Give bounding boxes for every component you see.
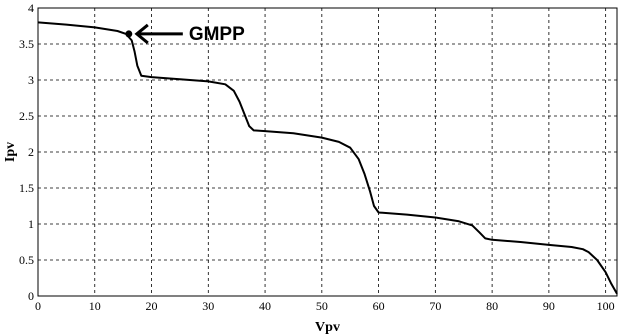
- y-tick-label: 3.5: [19, 37, 34, 51]
- y-tick-label: 0.5: [19, 253, 34, 267]
- y-tick-label: 2: [28, 145, 34, 159]
- y-tick-label: 2.5: [19, 109, 34, 123]
- y-tick-label: 1.5: [19, 181, 34, 195]
- gmpp-annotation-label: GMPP: [189, 24, 245, 45]
- iv-curve-line: [37, 21, 618, 295]
- y-tick-label: 1: [28, 217, 34, 231]
- y-tick-label: 3: [28, 73, 34, 87]
- x-tick-label: 50: [316, 299, 328, 313]
- x-tick-label: 10: [89, 299, 101, 313]
- x-tick-label: 20: [146, 299, 158, 313]
- x-axis-label: Vpv: [315, 320, 340, 334]
- x-tick-label: 70: [429, 299, 441, 313]
- y-tick-label: 0: [28, 289, 34, 303]
- x-tick-label: 100: [597, 299, 615, 313]
- x-tick-label: 60: [373, 299, 385, 313]
- plot-frame: [37, 7, 618, 297]
- gmpp-arrow: [134, 23, 183, 45]
- x-tick-label: 0: [35, 299, 41, 313]
- x-tick-label: 80: [486, 299, 498, 313]
- gmpp-point-marker: [125, 30, 133, 38]
- axis-ticks: 0 10 20 30 40 50 60 70 80 90 100 0 0.5 1 1.5 2 2.5 3 3.5 4: [19, 1, 615, 313]
- x-tick-label: 30: [202, 299, 214, 313]
- grid-lines: [38, 8, 617, 296]
- x-tick-label: 90: [543, 299, 555, 313]
- y-axis-label: Ipv: [3, 142, 18, 162]
- y-tick-label: 4: [28, 1, 34, 15]
- x-tick-label: 40: [259, 299, 271, 313]
